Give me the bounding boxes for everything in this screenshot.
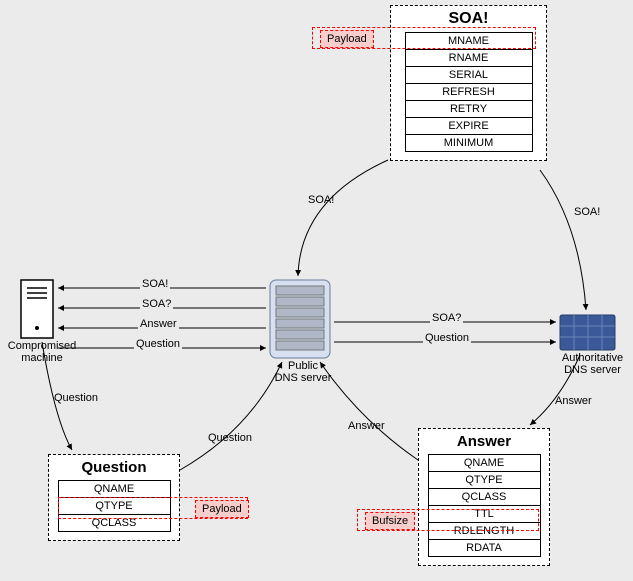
compromised-label: Compromised machine xyxy=(2,340,82,364)
compromised-icon xyxy=(21,280,53,338)
edge-soa-req1: SOA? xyxy=(140,298,173,310)
public-dns-label: Public DNS server xyxy=(268,360,338,384)
edge-question2: Question xyxy=(423,332,471,344)
edge-soa-down: SOA! xyxy=(308,194,334,206)
edge-question1: Question xyxy=(134,338,182,350)
edge-soa-req2: SOA? xyxy=(430,312,463,324)
edge-soa-resp1: SOA! xyxy=(140,278,170,290)
edge-soa-right: SOA! xyxy=(574,206,600,218)
edge-answer-curve2: Answer xyxy=(555,395,592,407)
edge-question-curve1: Question xyxy=(54,392,98,404)
edge-question-curve2: Question xyxy=(208,432,252,444)
diagram-svg xyxy=(0,0,633,581)
edge-answer-curve1: Answer xyxy=(348,420,385,432)
auth-dns-icon xyxy=(560,315,615,350)
public-dns-icon xyxy=(270,280,330,358)
edge-answer1: Answer xyxy=(138,318,179,330)
auth-dns-label: Authoritative DNS server xyxy=(555,352,630,376)
